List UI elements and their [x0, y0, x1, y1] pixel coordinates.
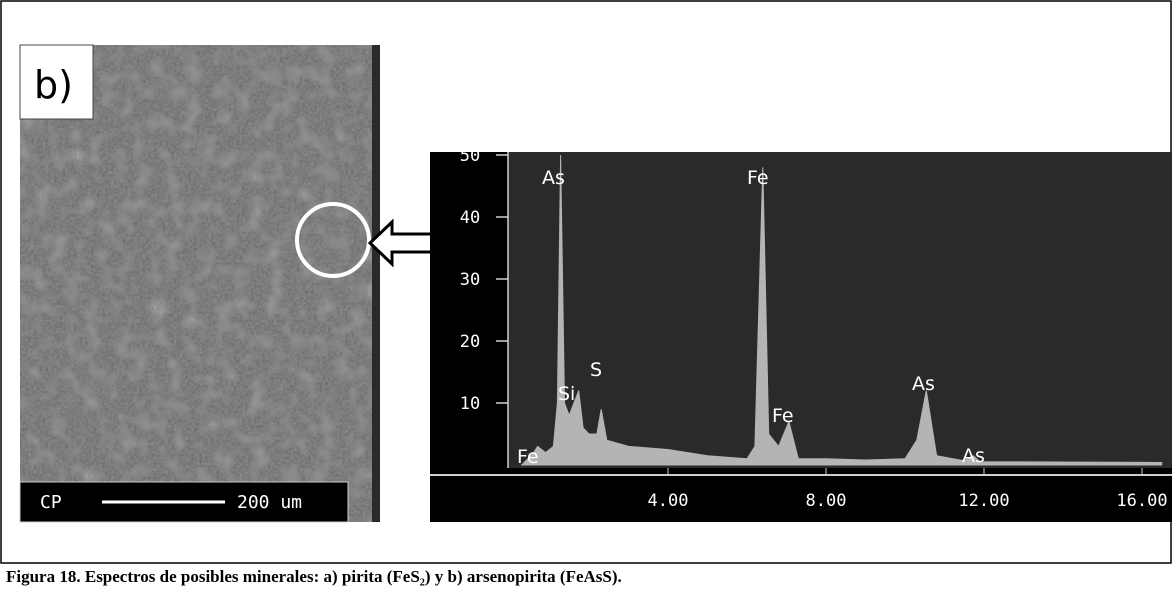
caption: Figura 18. Espectros de posibles mineral… [6, 567, 622, 586]
y-tick-label: 20 [460, 332, 480, 352]
y-tick-label: 30 [460, 270, 480, 290]
y-tick-label: 10 [460, 394, 480, 414]
peak-label: Fe [517, 446, 539, 468]
panel-label: b) [34, 63, 73, 107]
x-tick-label: 4.00 [648, 491, 689, 511]
peak-label: Si [558, 383, 575, 405]
peak-label: As [542, 167, 565, 189]
sem-image [20, 45, 380, 522]
peak-label: S [590, 359, 602, 381]
x-tick-label: 12.00 [958, 491, 1009, 511]
x-tick-label: 8.00 [806, 491, 847, 511]
peak-label: As [962, 445, 985, 467]
spectrum [520, 154, 1163, 466]
highlight-circle [295, 202, 371, 278]
panel-label-box [19, 44, 94, 120]
scale-bar-left: CP [40, 492, 62, 513]
plot-area [508, 152, 1172, 468]
x-tick-label: 16.00 [1116, 491, 1167, 511]
peak-label: Fe [747, 167, 769, 189]
peak-label: As [912, 373, 935, 395]
peak-label: Fe [772, 405, 794, 427]
y-tick-label: 40 [460, 208, 480, 228]
scale-bar-right: 200 um [237, 492, 302, 513]
y-tick-label: 50 [460, 146, 480, 166]
